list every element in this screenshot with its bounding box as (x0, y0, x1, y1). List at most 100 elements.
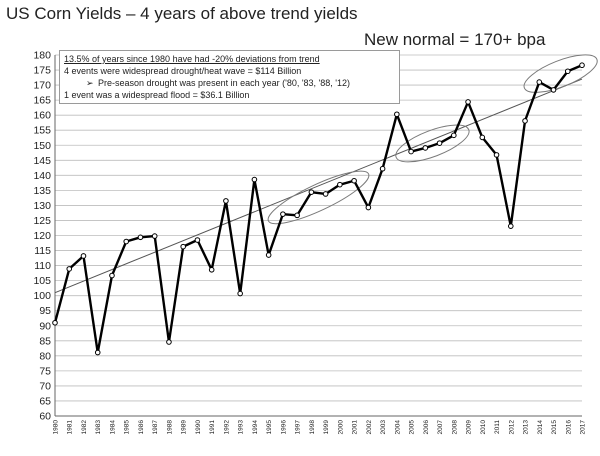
chart-title: US Corn Yields – 4 years of above trend … (6, 4, 358, 23)
data-point (109, 272, 115, 279)
x-tick-label: 2011 (494, 420, 501, 434)
x-axis-ticks: 1980 1981 1982 1983 1984 1985 1986 1987 1988 1989… (53, 420, 587, 435)
annotation-line-2: 4 events were widespread drought/heat wa… (64, 66, 302, 76)
x-tick-label: 1994 (252, 420, 259, 435)
x-tick-label: 1998 (309, 420, 316, 435)
data-point (223, 198, 229, 204)
trendline (54, 78, 583, 294)
data-point (436, 140, 443, 146)
y-tick-label: 180 (33, 50, 51, 62)
y-tick-label: 70 (39, 380, 51, 392)
data-point (294, 212, 300, 219)
x-tick-label: 1983 (95, 420, 102, 435)
y-axis-ticks: 60 65 70 75 80 85 90 95 100 105 110 115 120 125 130 135… (33, 50, 51, 423)
x-tick-label: 2000 (337, 420, 344, 435)
data-point (180, 243, 186, 250)
data-points (52, 62, 585, 356)
x-tick-label: 1991 (209, 420, 216, 435)
highlight-ellipse (267, 170, 370, 225)
annotation-line-3: ➢ Pre-season drought was present in each … (64, 77, 395, 89)
x-tick-label: 1999 (323, 420, 330, 435)
data-point (408, 148, 414, 155)
y-tick-label: 60 (39, 411, 51, 423)
x-tick-label: 1989 (181, 420, 188, 435)
y-tick-label: 140 (33, 170, 51, 182)
trend-line (54, 78, 583, 294)
y-tick-label: 155 (33, 125, 51, 137)
x-tick-label: 2012 (508, 420, 515, 435)
x-tick-label: 1996 (280, 420, 287, 435)
annotation-line-3-text: Pre-season drought was present in each y… (98, 78, 351, 88)
x-tick-label: 1982 (81, 420, 88, 435)
x-tick-label: 2005 (409, 420, 416, 435)
x-tick-label: 1992 (223, 420, 230, 435)
x-tick-label: 2004 (394, 420, 401, 435)
y-tick-label: 165 (33, 95, 51, 107)
data-point (151, 233, 158, 239)
x-tick-label: 2010 (480, 420, 487, 435)
data-point (194, 237, 201, 243)
y-tick-label: 130 (33, 200, 51, 212)
x-tick-label: 2007 (437, 420, 444, 435)
y-tick-label: 150 (33, 140, 51, 152)
data-point (94, 349, 101, 356)
data-point (579, 62, 585, 69)
x-tick-label: 1985 (124, 420, 131, 435)
data-point (536, 79, 543, 85)
data-point (379, 165, 386, 172)
y-tick-label: 90 (39, 320, 51, 332)
highlight-ellipse (395, 124, 470, 163)
y-tick-label: 160 (33, 110, 51, 122)
x-tick-label: 1990 (195, 420, 202, 435)
y-tick-label: 80 (39, 350, 51, 362)
data-point (123, 238, 130, 245)
y-tick-label: 75 (39, 365, 51, 377)
x-tick-label: 1980 (53, 420, 60, 435)
x-tick-label: 1988 (166, 420, 173, 435)
x-tick-label: 2015 (551, 420, 558, 435)
x-tick-label: 2013 (523, 420, 530, 435)
x-tick-label: 2009 (466, 420, 473, 435)
y-tick-label: 175 (33, 65, 51, 77)
data-point (80, 253, 87, 259)
chart-subtitle: New normal = 170+ bpa (364, 30, 546, 49)
x-tick-label: 1981 (67, 420, 74, 435)
data-point (522, 118, 528, 124)
highlight-ellipses (267, 54, 598, 225)
y-tick-label: 110 (34, 260, 51, 272)
y-tick-label: 120 (33, 230, 51, 242)
x-tick-label: 2002 (366, 420, 373, 435)
data-point (322, 191, 329, 197)
data-point (479, 134, 486, 141)
y-tick-label: 170 (33, 80, 51, 92)
x-tick-label: 1995 (266, 420, 273, 435)
series-line (53, 64, 583, 354)
data-point (308, 189, 315, 195)
y-tick-label: 100 (33, 290, 51, 302)
x-tick-label: 2003 (380, 420, 387, 435)
data-point (66, 266, 73, 272)
data-point (166, 339, 172, 345)
y-tick-label: 145 (33, 155, 51, 167)
yield-line (53, 64, 583, 354)
x-tick-label: 1987 (152, 420, 159, 435)
y-tick-label: 105 (33, 275, 51, 287)
data-point (365, 204, 372, 211)
annotation-line-4: 1 event was a widespread flood = $36.1 B… (64, 90, 250, 100)
data-point (208, 266, 215, 273)
x-tick-label: 2017 (580, 420, 587, 435)
y-tick-label: 85 (39, 335, 51, 347)
data-point (564, 68, 571, 75)
x-tick-label: 2001 (352, 420, 359, 435)
axes (54, 55, 582, 417)
annotation-box: 13.5% of years since 1980 have had -20% … (59, 50, 400, 104)
data-point (507, 223, 514, 229)
x-tick-label: 2016 (565, 420, 572, 435)
highlight-ellipse (523, 54, 598, 93)
data-point (337, 181, 343, 188)
data-point (280, 211, 286, 217)
data-point (251, 176, 258, 183)
data-point (465, 99, 471, 105)
x-tick-label: 2014 (537, 420, 544, 435)
y-tick-label: 65 (39, 395, 51, 407)
